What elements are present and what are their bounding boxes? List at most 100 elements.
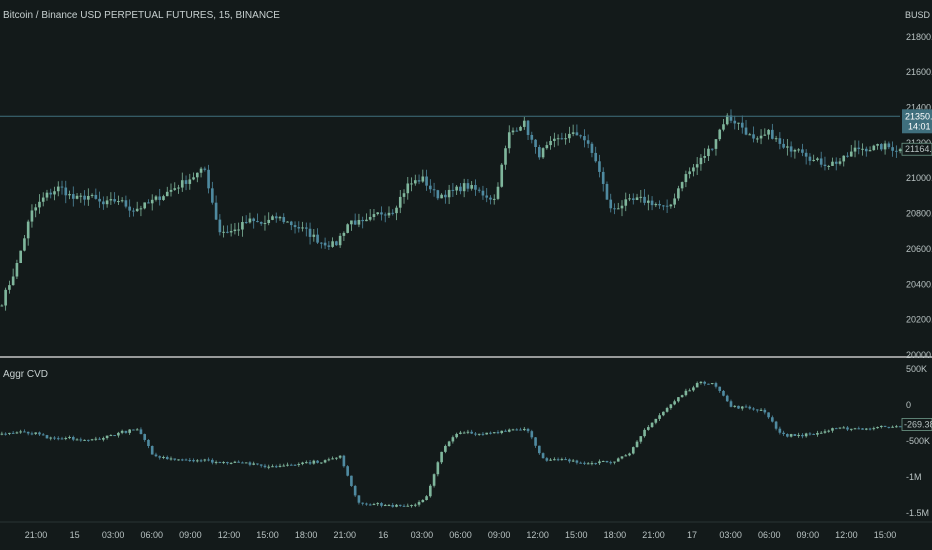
price-candle[interactable] <box>297 227 301 229</box>
cvd-candle[interactable] <box>432 474 436 486</box>
price-candle[interactable] <box>173 188 177 190</box>
cvd-candle[interactable] <box>192 460 195 462</box>
price-candle[interactable] <box>680 182 684 189</box>
cvd-candle[interactable] <box>177 459 180 461</box>
cvd-candle[interactable] <box>440 451 443 463</box>
cvd-candle[interactable] <box>19 431 22 433</box>
cvd-candle[interactable] <box>297 464 301 466</box>
price-candle[interactable] <box>8 285 11 290</box>
price-candle[interactable] <box>312 234 316 237</box>
cvd-candle[interactable] <box>98 438 101 440</box>
price-candle[interactable] <box>0 305 4 307</box>
price-candle[interactable] <box>631 198 635 200</box>
cvd-candle[interactable] <box>695 383 699 388</box>
price-candle[interactable] <box>662 205 665 207</box>
cvd-candle[interactable] <box>519 429 522 431</box>
price-candle[interactable] <box>139 208 143 210</box>
price-candle[interactable] <box>846 155 849 157</box>
cvd-candle[interactable] <box>568 459 571 462</box>
cvd-candle[interactable] <box>301 462 304 465</box>
price-candle[interactable] <box>579 135 582 137</box>
price-candle[interactable] <box>489 197 492 200</box>
price-candle[interactable] <box>150 199 154 204</box>
price-candle[interactable] <box>455 186 458 191</box>
cvd-candle[interactable] <box>601 460 605 462</box>
cvd-candle[interactable] <box>195 460 199 462</box>
price-candle[interactable] <box>293 225 297 228</box>
price-candle[interactable] <box>658 203 661 206</box>
cvd-candle[interactable] <box>211 459 214 463</box>
price-candle[interactable] <box>346 224 349 233</box>
price-candle[interactable] <box>75 195 79 199</box>
cvd-candle[interactable] <box>199 460 203 462</box>
price-candle[interactable] <box>304 227 308 229</box>
cvd-candle[interactable] <box>801 434 804 437</box>
cvd-candle[interactable] <box>598 461 601 464</box>
price-candle[interactable] <box>553 138 556 141</box>
price-candle[interactable] <box>541 148 545 158</box>
cvd-candle[interactable] <box>759 409 763 411</box>
price-candle[interactable] <box>771 129 774 139</box>
price-candle[interactable] <box>511 130 515 133</box>
cvd-candle[interactable] <box>169 458 173 460</box>
cvd-candle[interactable] <box>165 456 169 460</box>
price-candle[interactable] <box>819 158 823 165</box>
price-candle[interactable] <box>729 115 733 121</box>
cvd-candle[interactable] <box>819 432 823 434</box>
cvd-candle[interactable] <box>30 433 34 435</box>
price-candle[interactable] <box>534 139 537 148</box>
cvd-candle[interactable] <box>4 433 7 435</box>
price-candle[interactable] <box>530 134 534 140</box>
cvd-candle[interactable] <box>128 429 131 433</box>
cvd-candle[interactable] <box>331 458 334 460</box>
cvd-candle[interactable] <box>353 485 357 496</box>
cvd-candle[interactable] <box>154 454 158 457</box>
price-candle[interactable] <box>395 207 398 214</box>
price-candle[interactable] <box>752 134 755 139</box>
cvd-candle[interactable] <box>631 447 635 454</box>
cvd-candle[interactable] <box>868 428 872 430</box>
cvd-candle[interactable] <box>79 439 83 441</box>
cvd-candle[interactable] <box>395 504 398 507</box>
cvd-candle[interactable] <box>124 430 128 433</box>
price-candle[interactable] <box>887 143 891 148</box>
price-candle[interactable] <box>699 157 703 165</box>
cvd-candle[interactable] <box>282 465 286 467</box>
price-candle[interactable] <box>195 172 199 178</box>
cvd-candle[interactable] <box>763 409 767 413</box>
cvd-candle[interactable] <box>135 429 139 431</box>
price-candle[interactable] <box>248 218 252 223</box>
cvd-candle[interactable] <box>703 381 707 384</box>
cvd-candle[interactable] <box>45 435 49 439</box>
cvd-candle[interactable] <box>226 462 229 464</box>
cvd-candle[interactable] <box>376 503 380 505</box>
price-candle[interactable] <box>665 205 669 207</box>
cvd-candle[interactable] <box>740 406 744 409</box>
cvd-candle[interactable] <box>327 459 331 461</box>
cvd-candle[interactable] <box>564 459 567 461</box>
price-candle[interactable] <box>560 138 564 140</box>
price-candle[interactable] <box>154 196 158 200</box>
price-candle[interactable] <box>94 194 98 199</box>
price-candle[interactable] <box>834 161 838 164</box>
cvd-candle[interactable] <box>477 433 481 435</box>
cvd-candle[interactable] <box>180 459 184 461</box>
cvd-candle[interactable] <box>804 433 808 437</box>
cvd-candle[interactable] <box>233 461 237 463</box>
price-candle[interactable] <box>402 193 406 197</box>
price-candle[interactable] <box>594 152 598 162</box>
price-candle[interactable] <box>368 216 372 220</box>
cvd-candle[interactable] <box>500 430 504 433</box>
price-candle[interactable] <box>707 148 710 157</box>
cvd-candle[interactable] <box>658 415 661 419</box>
price-candle[interactable] <box>718 129 722 140</box>
cvd-candle[interactable] <box>274 466 278 468</box>
price-candle[interactable] <box>60 186 64 188</box>
cvd-candle[interactable] <box>553 459 556 461</box>
price-candle[interactable] <box>853 147 857 152</box>
cvd-candle[interactable] <box>241 462 244 464</box>
price-candle[interactable] <box>447 189 451 198</box>
cvd-candle[interactable] <box>816 432 819 435</box>
cvd-candle[interactable] <box>684 390 688 396</box>
price-candle[interactable] <box>857 147 861 149</box>
